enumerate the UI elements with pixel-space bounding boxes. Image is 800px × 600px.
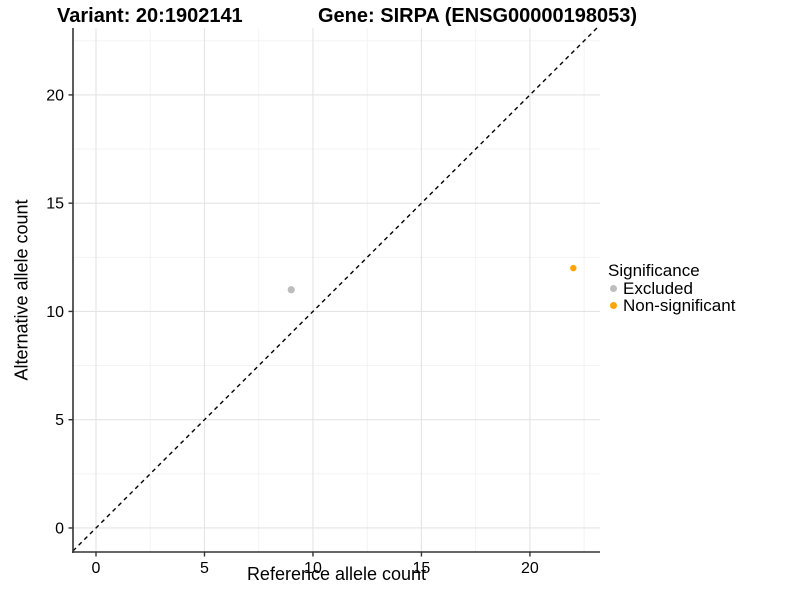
non-significant-point-swatch [610, 302, 617, 309]
data-point-non-significant [570, 264, 577, 272]
y-tick-label: 0 [55, 520, 64, 537]
y-axis-title: Alternative allele count [11, 199, 32, 381]
x-tick-label: 5 [200, 560, 209, 577]
y-tick-label: 5 [55, 412, 64, 429]
legend-title: Significance [608, 261, 700, 280]
x-tick-label: 0 [92, 560, 101, 577]
identity-line [72, 27, 598, 552]
data-point-excluded [287, 286, 295, 294]
variant-title: Variant: 20:1902141 [57, 5, 243, 27]
legend-item-label: Non-significant [623, 295, 736, 315]
y-tick-label: 20 [46, 87, 64, 104]
x-tick-label: 15 [413, 560, 431, 577]
x-tick-label: 10 [304, 560, 322, 577]
gene-title: Gene: SIRPA (ENSG00000198053) [318, 5, 638, 27]
legend-item-excluded: Excluded [608, 278, 735, 298]
x-axis-title: Reference allele count [246, 564, 427, 584]
legend-item-non-significant: Non-significant [608, 295, 736, 315]
x-tick-label: 20 [521, 560, 539, 577]
legend: Significance Excluded Non-significant [608, 261, 736, 315]
y-tick-label: 15 [46, 196, 64, 213]
excluded-point-swatch [610, 285, 617, 292]
y-tick-label: 10 [46, 304, 64, 321]
legend-item-label: Excluded [623, 278, 693, 298]
